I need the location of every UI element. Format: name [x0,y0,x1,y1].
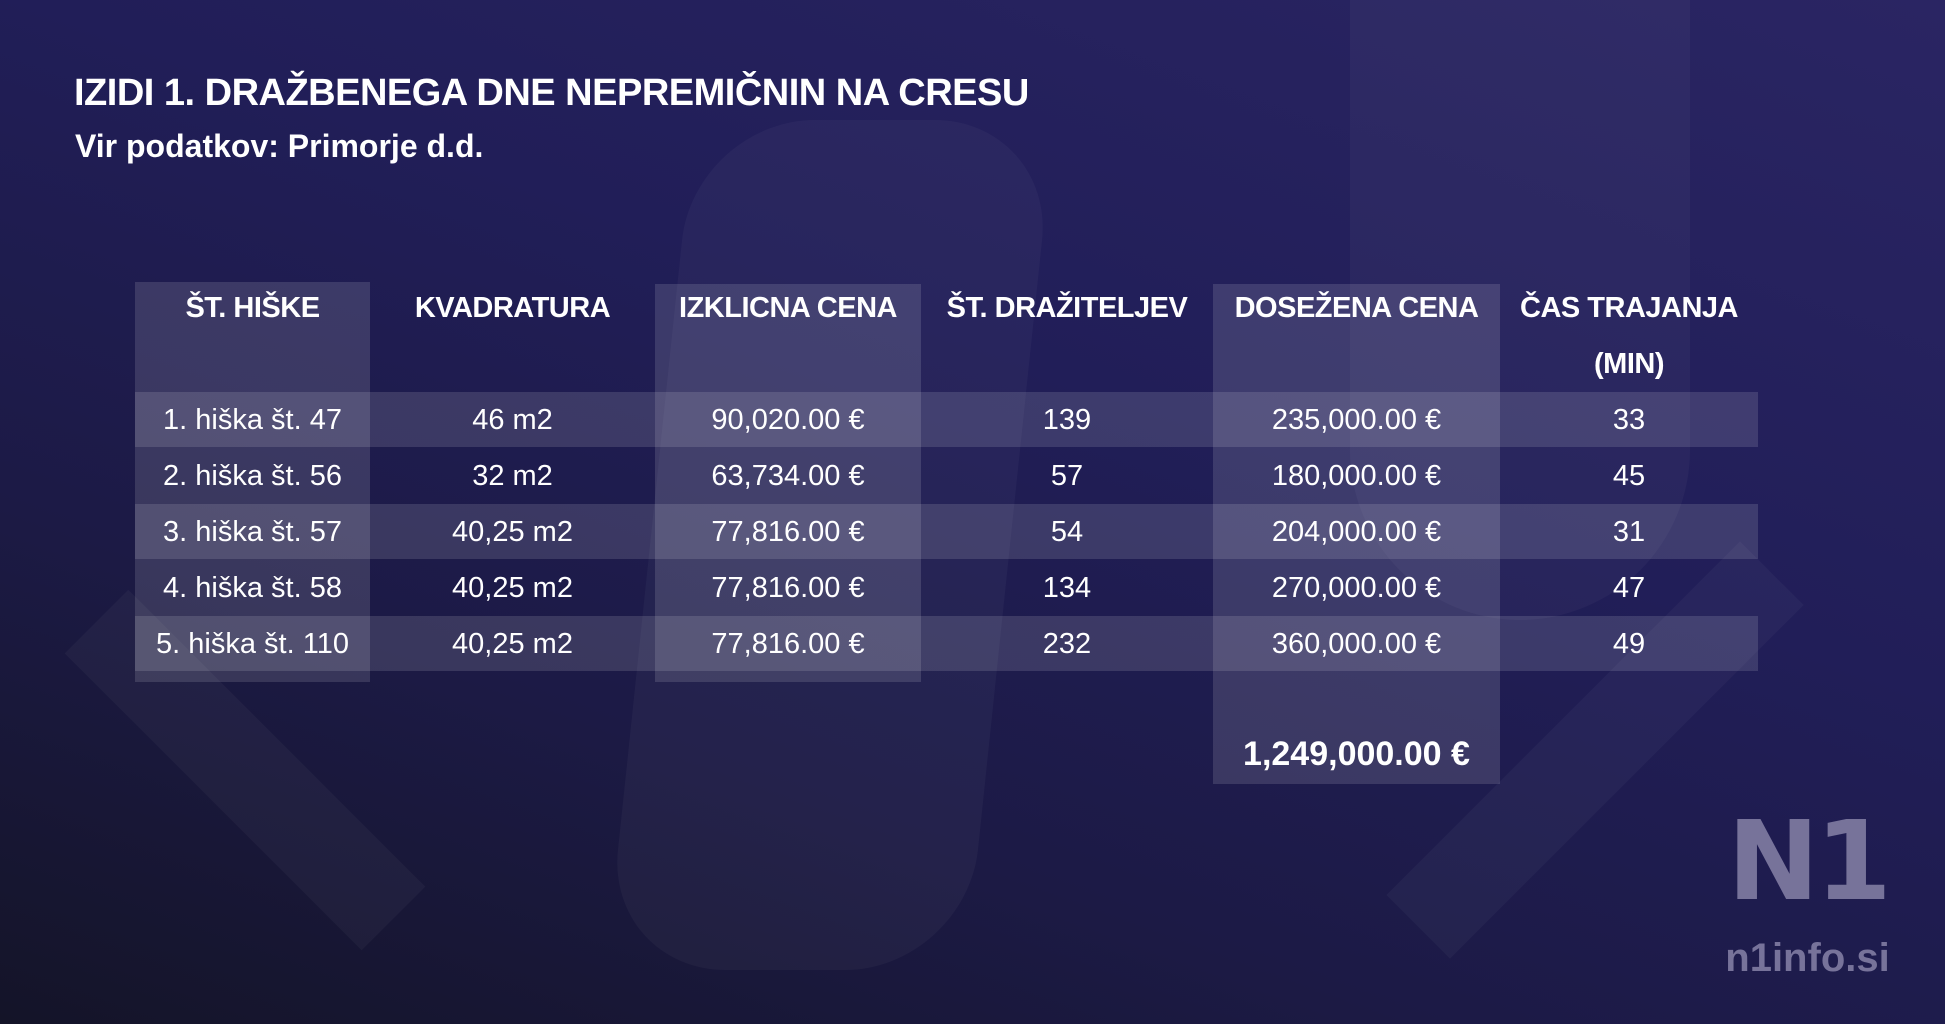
page-title: IZIDI 1. DRAŽBENEGA DNE NEPREMIČNIN NA C… [74,72,1029,114]
total-achieved-price: 1,249,000.00 € [1243,735,1470,773]
cell-area: 40,25 m2 [452,516,573,548]
cell-duration: 47 [1612,572,1646,604]
cell-area: 32 m2 [472,460,553,492]
cell-house: 1. hiška št. 47 [163,404,342,436]
cell-achieved-price: 235,000.00 € [1271,404,1442,436]
cell-area: 40,25 m2 [452,628,573,660]
header-house: ŠT. HIŠKE [185,292,320,324]
row-highlight [135,504,1758,559]
cell-starting-price: 63,734.00 € [711,460,865,492]
cell-achieved-price: 270,000.00 € [1271,572,1442,604]
column-highlight [135,282,370,682]
cell-area: 46 m2 [472,404,553,436]
cell-area: 40,25 m2 [452,572,573,604]
cell-achieved-price: 204,000.00 € [1271,516,1442,548]
row-highlight [135,616,1758,671]
cell-starting-price: 90,020.00 € [711,404,865,436]
cell-bidders: 54 [1050,516,1084,548]
header-achieved-price: DOSEŽENA CENA [1234,292,1479,324]
cell-duration: 49 [1612,628,1646,660]
cell-duration: 33 [1612,404,1646,436]
cell-starting-price: 77,816.00 € [711,628,865,660]
header-bidders: ŠT. DRAŽITELJEV [946,292,1188,324]
cell-achieved-price: 360,000.00 € [1271,628,1442,660]
n1-logo: N1 n1info.si [1705,796,1910,984]
page-subtitle: Vir podatkov: Primorje d.d. [75,128,484,164]
cell-duration: 31 [1612,516,1646,548]
cell-bidders: 134 [1042,572,1092,604]
cell-house: 5. hiška št. 110 [156,628,349,660]
cell-bidders: 232 [1042,628,1092,660]
header-duration: (MIN) [1594,348,1664,380]
cell-house: 2. hiška št. 56 [163,460,342,492]
header-area: KVADRATURA [414,292,611,324]
header-duration: ČAS TRAJANJA [1520,292,1738,324]
cell-bidders: 139 [1042,404,1092,436]
n1-logo-site: n1info.si [1725,936,1890,980]
cell-starting-price: 77,816.00 € [711,516,865,548]
cell-house: 3. hiška št. 57 [163,516,342,548]
cell-duration: 45 [1612,460,1646,492]
cell-bidders: 57 [1050,460,1084,492]
header-starting-price: IZKLICNA CENA [679,292,897,324]
cell-house: 4. hiška št. 58 [163,572,342,604]
cell-achieved-price: 180,000.00 € [1271,460,1442,492]
row-highlight [135,392,1758,447]
column-highlight [655,284,921,682]
column-highlight [1213,284,1500,784]
cell-starting-price: 77,816.00 € [711,572,865,604]
n1-logo-mark: N1 [1727,797,1892,925]
